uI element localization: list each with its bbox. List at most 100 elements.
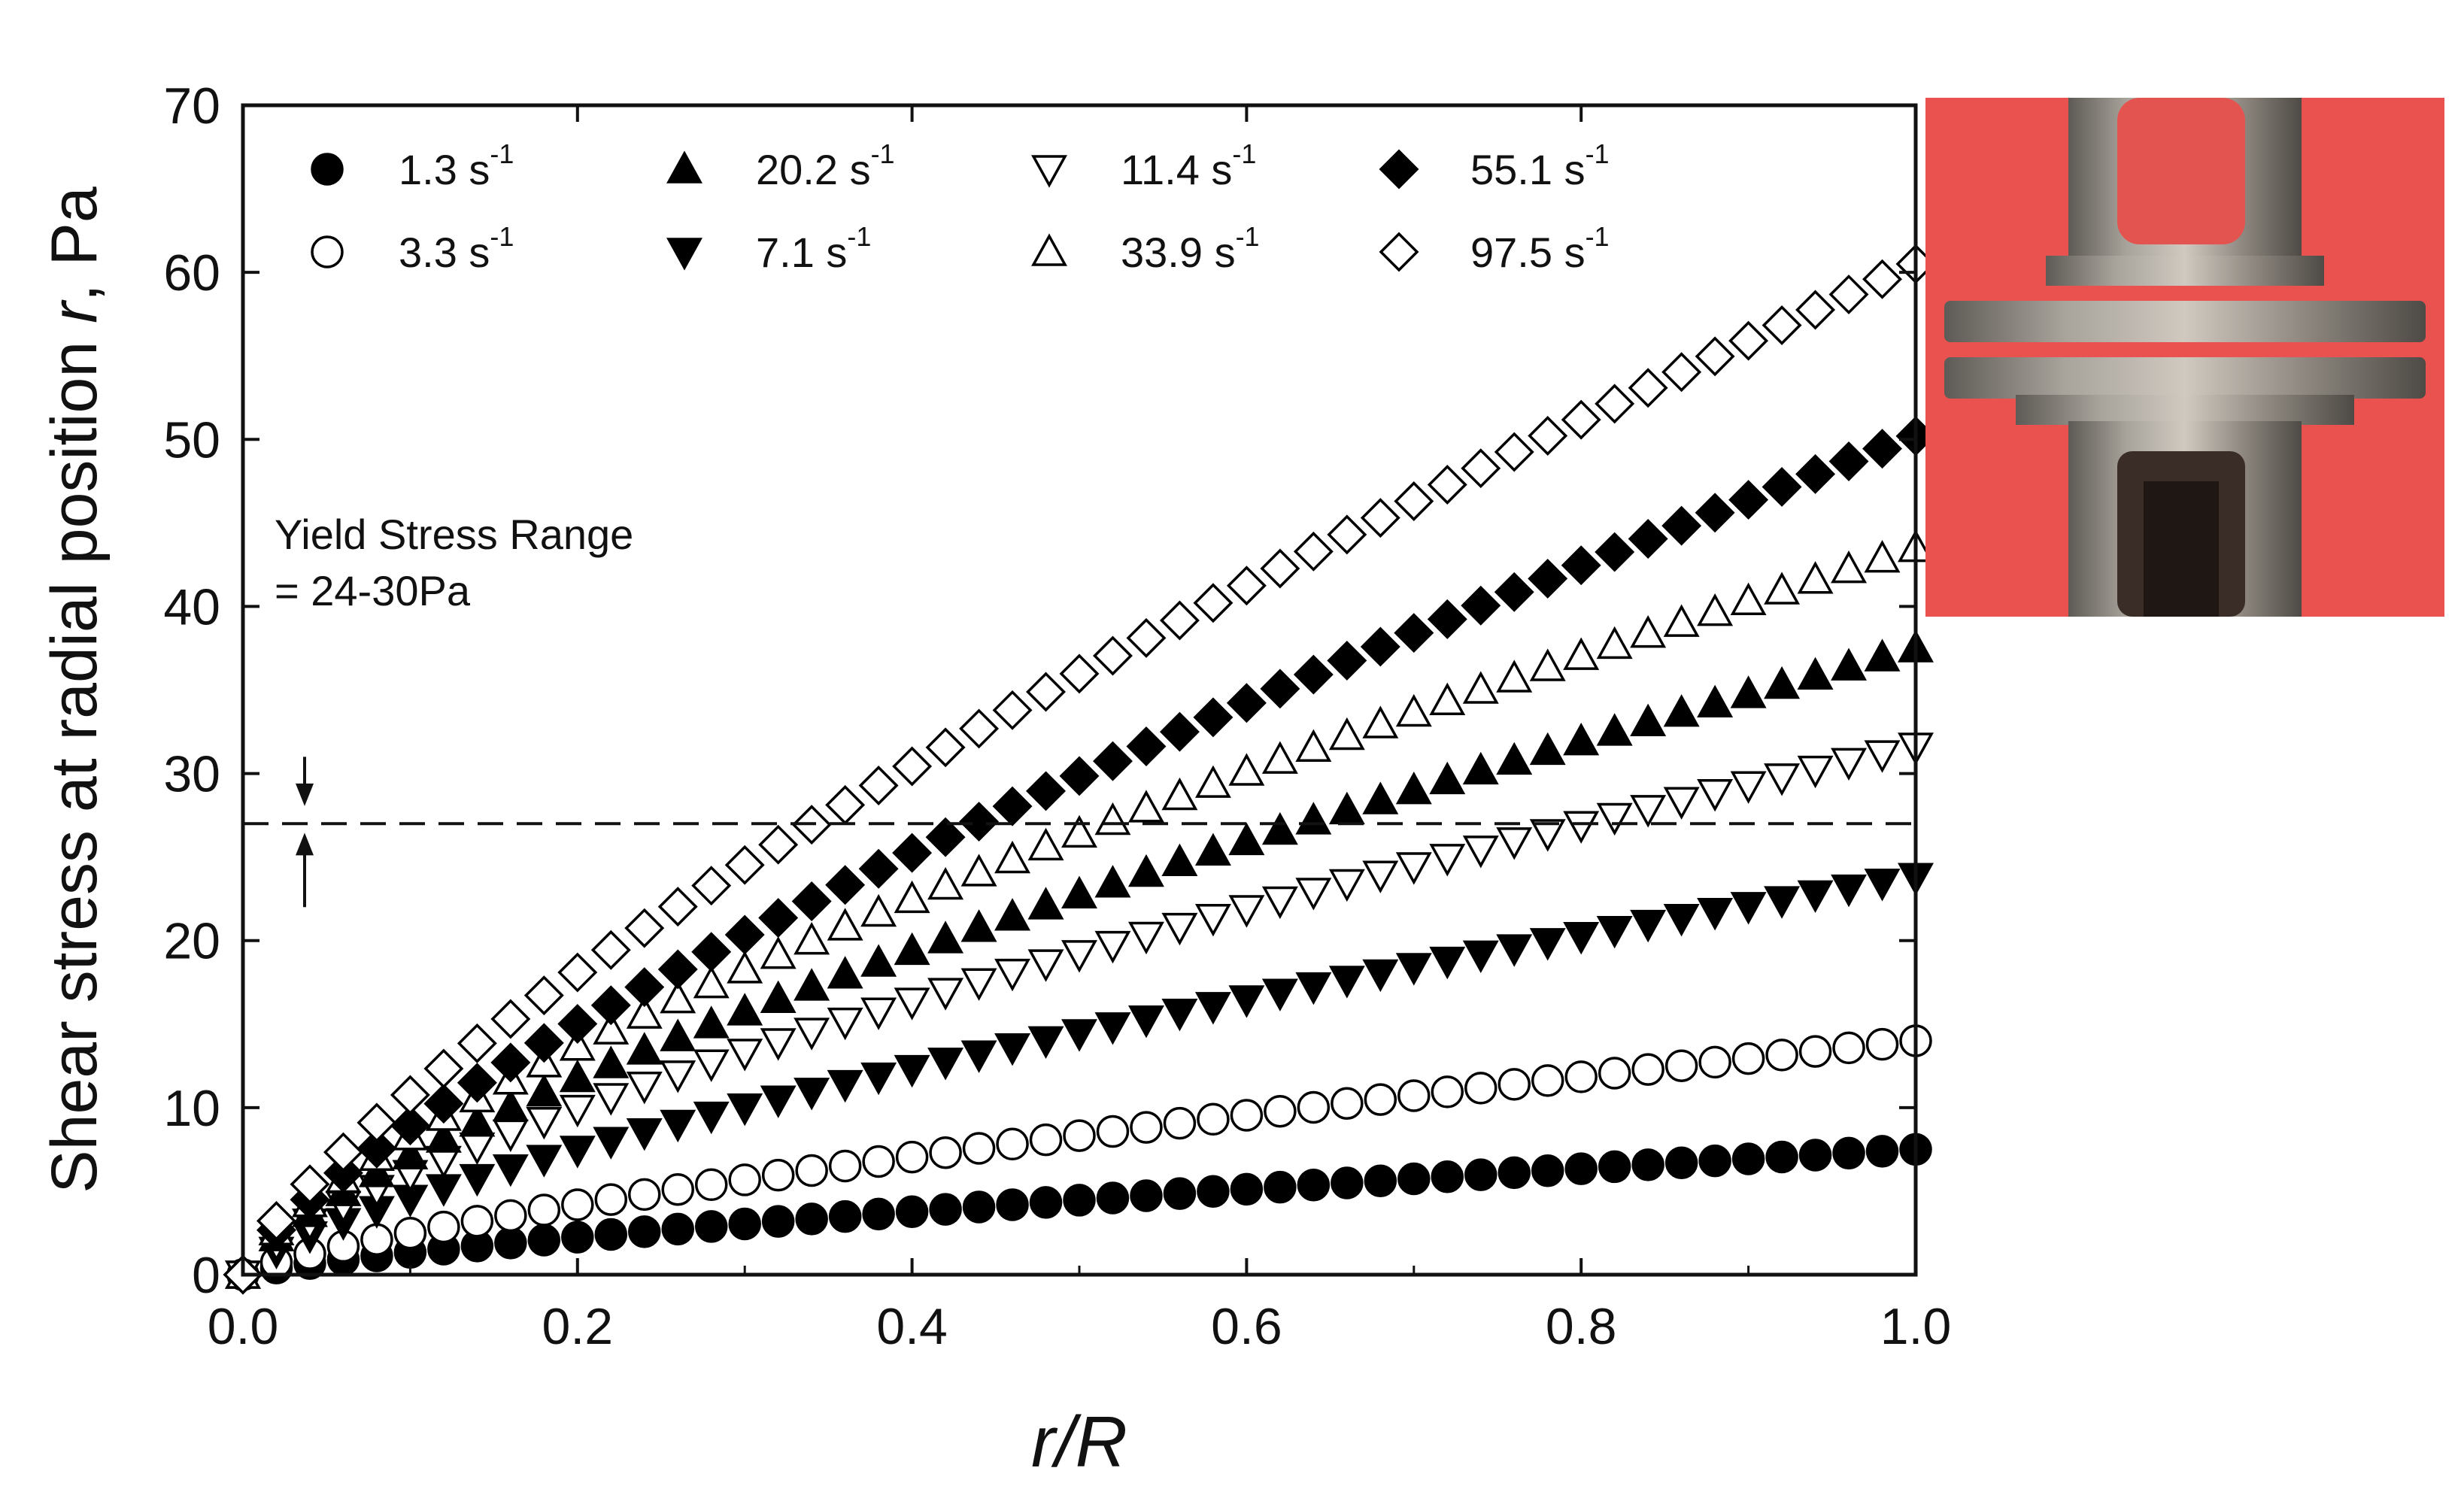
data-point — [1795, 453, 1836, 494]
legend-marker — [1379, 232, 1419, 272]
data-point — [1194, 832, 1231, 866]
data-markers — [223, 244, 1936, 1295]
data-point — [962, 1190, 996, 1224]
data-point — [1096, 1181, 1130, 1215]
data-point — [1063, 1184, 1096, 1217]
data-point — [758, 898, 799, 939]
data-point — [1362, 860, 1399, 893]
data-point — [256, 1201, 296, 1241]
data-point — [1360, 626, 1400, 667]
data-point — [992, 786, 1033, 826]
data-point — [1295, 972, 1332, 1005]
data-point — [593, 1083, 630, 1116]
legend-entry-3-3: 3.3 s-1 — [311, 221, 514, 276]
data-point — [1230, 1172, 1264, 1206]
data-point — [323, 1132, 363, 1172]
data-point — [1127, 854, 1164, 887]
data-point — [1663, 787, 1700, 820]
data-point — [1797, 561, 1834, 594]
data-point — [727, 1039, 763, 1072]
legend-marker — [311, 153, 344, 186]
data-point — [1462, 751, 1499, 785]
data-point — [693, 1049, 730, 1082]
data-point — [358, 1154, 395, 1187]
legend-entry-1-3: 1.3 s-1 — [311, 138, 514, 193]
data-point — [1127, 1005, 1164, 1039]
data-point — [1327, 640, 1367, 681]
data-point — [559, 1136, 596, 1169]
data-point — [994, 1033, 1031, 1066]
data-point — [1228, 753, 1265, 786]
data-point — [828, 1199, 862, 1233]
data-point — [459, 1104, 496, 1137]
data-point — [427, 1210, 460, 1244]
data-point — [1364, 1083, 1397, 1116]
data-point — [1529, 819, 1566, 852]
data-point — [1461, 448, 1501, 489]
data-point — [1698, 1045, 1731, 1079]
data-point — [1795, 290, 1836, 330]
data-point — [1261, 978, 1298, 1011]
data-point — [1364, 1164, 1397, 1197]
data-point — [1163, 1106, 1197, 1140]
legend-exponent: -1 — [1586, 221, 1610, 252]
data-point — [1328, 966, 1365, 999]
data-point — [1362, 705, 1399, 738]
series-3-3 — [226, 1024, 1932, 1291]
data-point — [892, 832, 933, 873]
data-point — [794, 921, 830, 955]
data-point — [724, 845, 765, 885]
legend-value: 3.3 — [399, 229, 469, 276]
data-point — [460, 1205, 494, 1238]
data-point — [523, 975, 564, 1016]
data-point — [1027, 827, 1064, 861]
data-point — [1728, 480, 1769, 520]
data-point — [492, 1088, 529, 1122]
data-point — [425, 1120, 462, 1153]
data-point — [1628, 368, 1668, 408]
data-point — [895, 1195, 929, 1228]
data-point — [1328, 869, 1365, 902]
data-point — [390, 1105, 430, 1146]
data-point — [1429, 682, 1466, 715]
data-point — [492, 1154, 529, 1187]
data-point — [1862, 259, 1902, 299]
data-point — [457, 1023, 497, 1063]
data-point — [825, 784, 866, 825]
data-point — [1264, 1170, 1297, 1204]
x-tick-label: 0.0 — [208, 1298, 279, 1355]
data-point — [724, 914, 765, 955]
data-point — [1596, 713, 1633, 746]
data-point — [1126, 617, 1167, 658]
data-point — [628, 1178, 661, 1212]
legend-unit: s — [469, 146, 490, 193]
data-point — [1429, 946, 1466, 980]
data-point — [1831, 647, 1868, 681]
data-point — [526, 1107, 563, 1140]
legend-label: 3.3 s-1 — [399, 221, 514, 276]
data-point — [1528, 416, 1568, 456]
legend-entry-33-9: 33.9 s-1 — [1031, 221, 1260, 276]
data-point — [657, 887, 698, 927]
data-point — [1397, 1079, 1431, 1112]
data-point — [894, 932, 930, 966]
data-point — [1362, 959, 1399, 993]
data-point — [894, 1054, 930, 1088]
data-point — [1295, 802, 1332, 835]
y-axis-title: Shear stress at radial position r, Pa — [38, 187, 111, 1193]
data-point — [1862, 429, 1902, 469]
data-point — [860, 1062, 897, 1096]
legend-unit: s — [1564, 146, 1586, 193]
data-point — [323, 1153, 363, 1193]
x-axis-title-italic: r — [1031, 1402, 1058, 1482]
yield-stress-value: = 24-30Pa — [275, 567, 471, 614]
data-point — [1431, 1160, 1464, 1193]
x-tick-label: 0.4 — [876, 1298, 948, 1355]
y-tick-label: 20 — [163, 913, 220, 970]
legend-label: 7.1 s-1 — [756, 221, 871, 276]
data-point — [1564, 1060, 1598, 1093]
data-point — [657, 949, 698, 990]
data-point — [1027, 1026, 1064, 1059]
data-point — [425, 1174, 462, 1207]
legend-entry-97-5: 97.5 s-1 — [1379, 221, 1610, 276]
